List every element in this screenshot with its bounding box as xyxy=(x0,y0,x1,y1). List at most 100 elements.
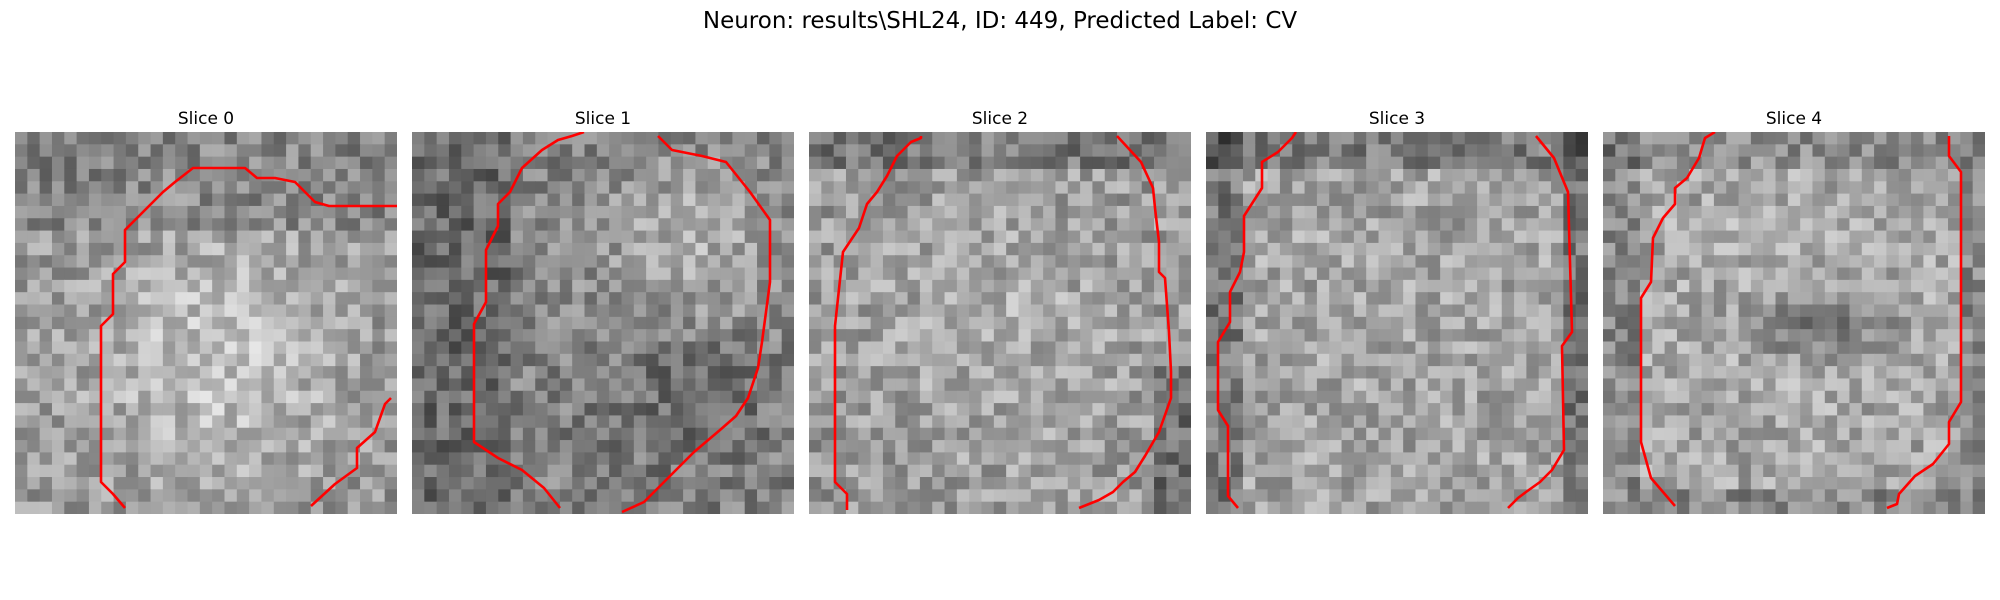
pixel xyxy=(39,427,53,441)
pixel xyxy=(944,427,958,441)
pixel xyxy=(39,415,53,429)
pixel xyxy=(1726,440,1740,453)
pixel xyxy=(1701,403,1715,417)
pixel xyxy=(720,427,733,441)
pixel xyxy=(1664,390,1678,404)
pixel xyxy=(175,193,189,207)
pixel xyxy=(769,193,783,207)
pixel xyxy=(1551,366,1564,380)
pixel xyxy=(1415,255,1429,269)
pixel xyxy=(138,156,152,170)
pixel xyxy=(596,378,610,392)
pixel xyxy=(1874,378,1888,392)
pixel xyxy=(969,415,983,429)
pixel xyxy=(1166,477,1180,490)
pixel xyxy=(1960,279,1974,293)
pixel xyxy=(335,329,349,343)
pixel xyxy=(372,230,386,244)
pixel xyxy=(907,477,921,490)
pixel xyxy=(1141,427,1155,441)
pixel xyxy=(448,316,462,330)
pixel xyxy=(372,440,386,453)
pixel xyxy=(1812,193,1826,207)
pixel xyxy=(261,341,275,355)
pixel xyxy=(944,452,958,466)
pixel xyxy=(1948,353,1961,367)
pixel xyxy=(1067,427,1081,441)
pixel xyxy=(1750,316,1764,330)
pixel xyxy=(347,279,361,293)
pixel xyxy=(1886,477,1900,490)
pixel xyxy=(273,205,287,219)
pixel xyxy=(993,242,1007,256)
pixel xyxy=(1615,267,1629,281)
pixel xyxy=(473,489,487,503)
pixel xyxy=(1206,156,1219,170)
pixel xyxy=(1415,477,1429,490)
pixel xyxy=(1279,242,1293,256)
pixel xyxy=(1464,316,1478,330)
pixel xyxy=(1526,242,1540,256)
pixel xyxy=(138,316,152,330)
pixel xyxy=(1689,390,1703,404)
pixel xyxy=(1230,181,1244,195)
pixel xyxy=(1787,477,1801,490)
pixel xyxy=(347,341,361,355)
pixel xyxy=(1206,390,1219,404)
pixel xyxy=(769,353,783,367)
pixel xyxy=(212,193,226,207)
contour-line xyxy=(1507,135,1574,509)
pixel xyxy=(1242,329,1256,343)
pixel xyxy=(535,242,549,256)
pixel xyxy=(821,366,835,380)
pixel xyxy=(1923,255,1937,269)
pixel xyxy=(621,230,635,244)
pixel xyxy=(907,464,921,478)
pixel xyxy=(1501,464,1515,478)
pixel xyxy=(845,242,859,256)
pixel xyxy=(1006,316,1020,330)
pixel xyxy=(1178,329,1191,343)
pixel xyxy=(1615,501,1629,514)
pixel xyxy=(1750,440,1764,453)
pixel xyxy=(882,230,896,244)
pixel xyxy=(1923,501,1937,514)
pixel xyxy=(757,501,770,514)
pixel xyxy=(101,218,115,232)
pixel xyxy=(298,304,312,318)
pixel xyxy=(1242,304,1256,318)
pixel xyxy=(113,464,127,478)
pixel xyxy=(424,427,438,441)
pixel xyxy=(412,452,425,466)
pixel xyxy=(64,218,78,232)
pixel xyxy=(323,366,336,380)
pixel xyxy=(212,279,226,293)
pixel xyxy=(1329,181,1343,195)
pixel xyxy=(1206,427,1219,441)
pixel xyxy=(732,292,746,306)
pixel xyxy=(1898,218,1912,232)
pixel xyxy=(15,353,28,367)
pixel xyxy=(1477,242,1491,256)
pixel xyxy=(1030,292,1044,306)
pixel xyxy=(310,464,324,478)
pixel xyxy=(1627,501,1641,514)
pixel xyxy=(1006,366,1020,380)
pixel xyxy=(498,329,512,343)
pixel xyxy=(1366,353,1380,367)
pixel xyxy=(1689,378,1703,392)
pixel xyxy=(1018,255,1032,269)
pixel xyxy=(1689,341,1703,355)
pixel xyxy=(424,464,438,478)
pixel xyxy=(1824,304,1838,318)
pixel xyxy=(621,415,635,429)
pixel xyxy=(1824,279,1838,293)
pixel xyxy=(1304,440,1318,453)
pixel xyxy=(1489,144,1503,158)
pixel xyxy=(1701,415,1715,429)
pixel xyxy=(1006,403,1020,417)
pixel xyxy=(448,440,462,453)
pixel xyxy=(27,427,41,441)
pixel xyxy=(273,255,287,269)
pixel xyxy=(498,403,512,417)
